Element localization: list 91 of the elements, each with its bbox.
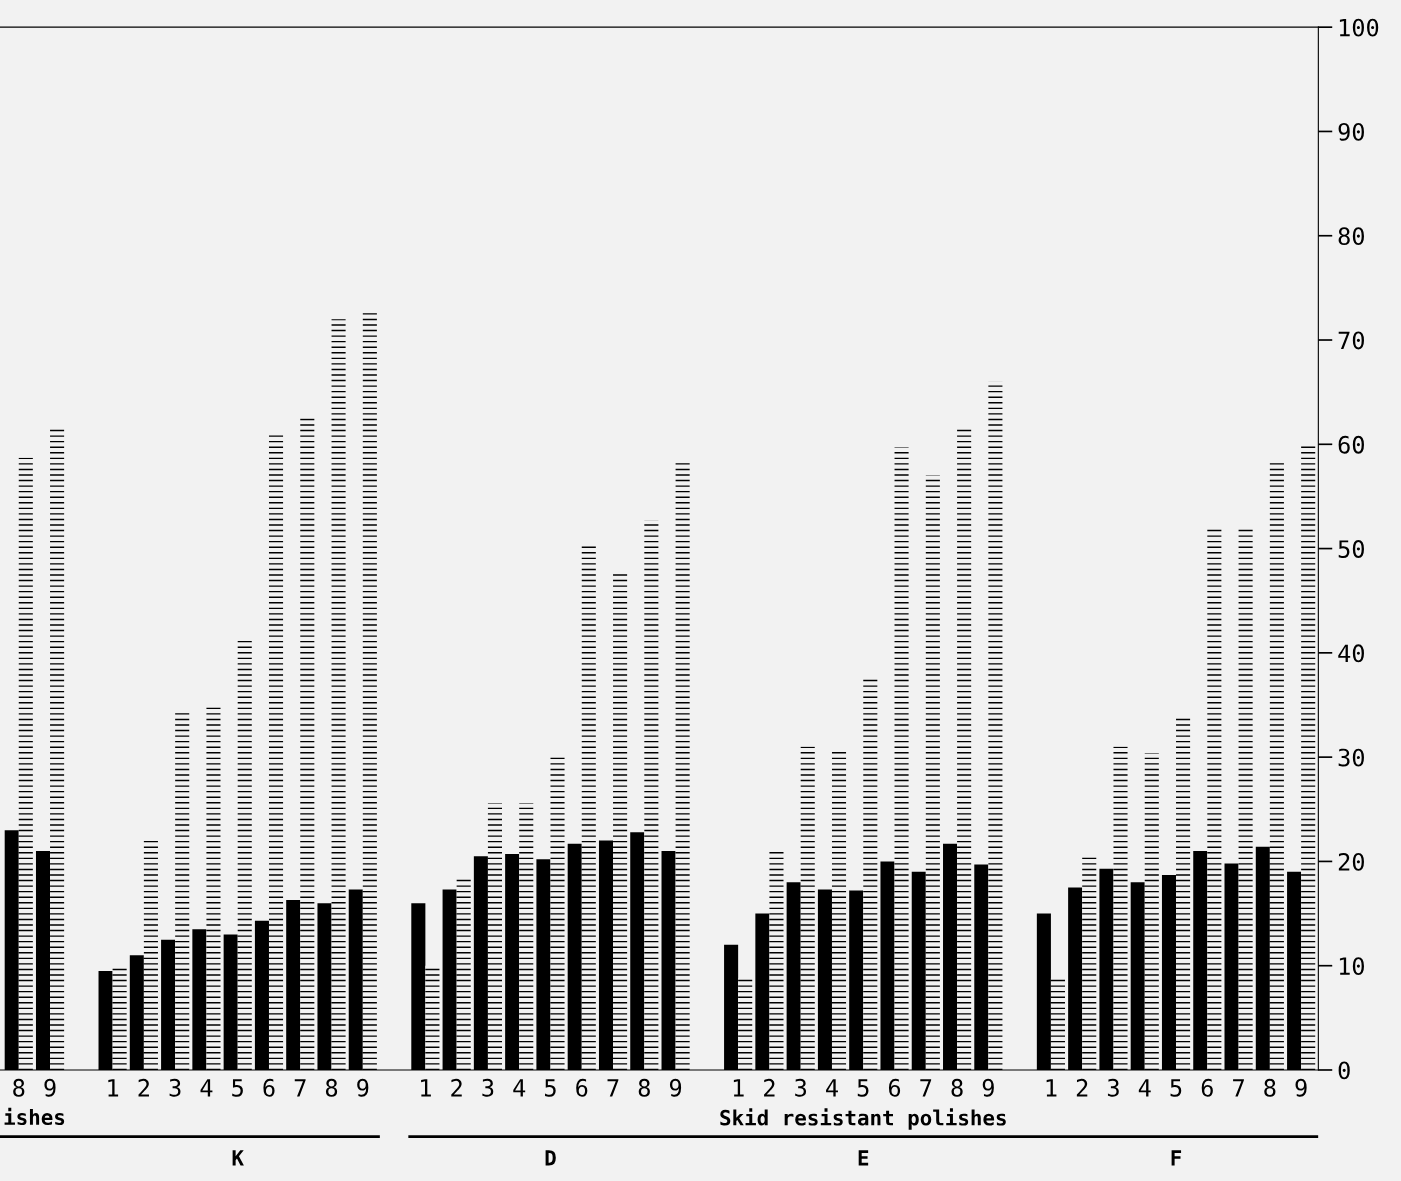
bar	[175, 711, 190, 1070]
x-tick-label: 8	[638, 1078, 650, 1097]
x-tick-label: 9	[669, 1078, 682, 1097]
x-tick-label: 1	[733, 1079, 744, 1097]
text: K	[232, 1150, 244, 1166]
x-tick-label: 4	[826, 1079, 838, 1097]
bar	[456, 877, 471, 1070]
x-tick-label: 1	[421, 1079, 431, 1097]
y-tick-label: 0	[1338, 1061, 1350, 1080]
bar	[644, 520, 659, 1070]
x-tick-label: 6	[263, 1078, 275, 1097]
text: E	[858, 1150, 869, 1166]
x-tick-label: 4	[513, 1079, 526, 1097]
bar	[550, 755, 565, 1070]
y-tick-label: 70	[1338, 331, 1364, 350]
x-tick-label: 8	[325, 1078, 338, 1097]
bar	[957, 428, 972, 1070]
x-tick-label: 1	[108, 1079, 119, 1097]
text: Skid resistant polishes	[720, 1108, 1006, 1130]
x-tick-label: 3	[482, 1078, 494, 1097]
x-tick-label: 7	[920, 1079, 932, 1097]
x-tick-label: 3	[169, 1078, 181, 1097]
y-tick-label: 100	[1339, 18, 1379, 37]
bar	[1144, 752, 1159, 1070]
x-tick-label: 7	[294, 1079, 306, 1097]
y-tick-label: 40	[1338, 644, 1364, 663]
x-tick-label: 2	[138, 1078, 149, 1097]
bar	[112, 966, 127, 1070]
bar	[206, 707, 221, 1070]
bar	[362, 312, 377, 1070]
x-tick-label: 2	[1076, 1078, 1088, 1097]
x-tick-label: 5	[1170, 1079, 1182, 1097]
bar	[1269, 462, 1284, 1070]
bar	[1176, 717, 1191, 1070]
text: D	[545, 1150, 556, 1166]
bar	[143, 838, 158, 1070]
x-tick-label: 6	[576, 1078, 588, 1097]
bar	[800, 746, 815, 1070]
bar	[831, 749, 847, 1070]
x-tick-label: 8	[13, 1078, 25, 1097]
text: F	[1171, 1150, 1182, 1166]
y-tick-label: 60	[1338, 435, 1364, 454]
bar	[1050, 978, 1065, 1070]
x-tick-label: 6	[888, 1078, 901, 1097]
x-tick-label: 5	[232, 1079, 243, 1097]
x-tick-label: 8	[1264, 1078, 1276, 1097]
text: ishes	[4, 1107, 65, 1126]
bar	[988, 381, 1003, 1070]
x-tick-label: 8	[951, 1078, 963, 1097]
bar	[1301, 444, 1316, 1070]
x-tick-label: 9	[982, 1078, 994, 1097]
bar	[50, 428, 65, 1070]
y-tick-label: 90	[1338, 122, 1364, 141]
x-tick-label: 4	[1138, 1079, 1151, 1097]
bar	[613, 571, 628, 1070]
x-tick-label: 7	[607, 1079, 619, 1097]
y-tick-label: 30	[1338, 748, 1364, 767]
x-tick-label: 9	[357, 1078, 369, 1097]
x-tick-label: 2	[451, 1078, 462, 1097]
bar	[1207, 527, 1222, 1070]
bar	[519, 803, 534, 1070]
bar	[1082, 854, 1097, 1070]
bar	[738, 978, 753, 1070]
x-tick-label: 7	[1233, 1079, 1244, 1097]
y-tick-label: 80	[1338, 227, 1364, 246]
x-tick-label: 5	[545, 1079, 556, 1097]
bar	[331, 319, 346, 1070]
x-tick-label: 9	[1295, 1078, 1307, 1097]
x-tick-label: 3	[795, 1078, 807, 1097]
bar	[425, 965, 440, 1070]
y-tick-label: 20	[1338, 852, 1364, 871]
x-tick-label: 9	[44, 1078, 56, 1097]
bar	[581, 543, 596, 1070]
y-tick-label: 50	[1338, 540, 1364, 558]
x-tick-label: 5	[857, 1079, 869, 1097]
x-tick-label: 3	[1107, 1078, 1119, 1097]
y-tick-label: 10	[1339, 957, 1364, 976]
x-tick-label: 1	[1046, 1079, 1057, 1097]
bar	[237, 640, 252, 1070]
bar	[1113, 746, 1128, 1070]
bar	[925, 475, 940, 1070]
x-tick-label: 6	[1201, 1078, 1213, 1097]
bar	[894, 447, 909, 1070]
bar	[1238, 527, 1253, 1070]
bar	[863, 678, 878, 1070]
bar	[487, 803, 502, 1070]
bar	[18, 457, 33, 1070]
x-tick-label: 4	[200, 1079, 213, 1097]
bar	[300, 418, 315, 1070]
bar	[268, 433, 284, 1070]
x-tick-label: 2	[764, 1078, 775, 1097]
